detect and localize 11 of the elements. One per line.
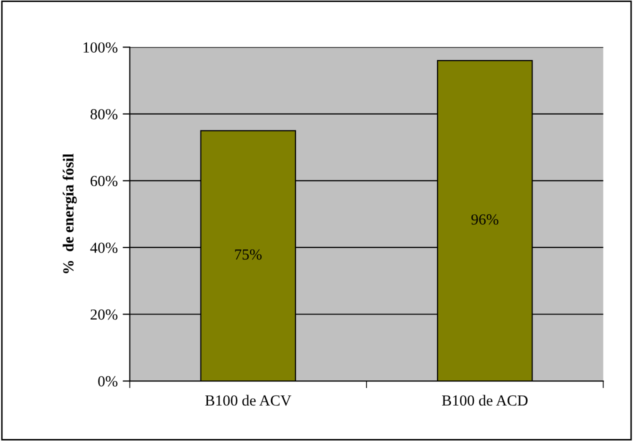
y-tick-label: 60% xyxy=(90,176,118,186)
y-tick-label: 100% xyxy=(84,42,118,53)
data-label: 96% xyxy=(471,214,498,225)
y-tick-label: 20% xyxy=(90,309,118,320)
y-tick-label: 80% xyxy=(90,109,118,120)
x-tick-label: B100 de ACD xyxy=(442,394,528,406)
x-tick-label: B100 de ACV xyxy=(205,394,292,406)
y-tick-label: 40% xyxy=(90,242,118,253)
y-tick-label: 0% xyxy=(98,376,118,387)
y-axis-title: % de energía fósil xyxy=(62,154,77,274)
data-label: 75% xyxy=(235,249,262,260)
